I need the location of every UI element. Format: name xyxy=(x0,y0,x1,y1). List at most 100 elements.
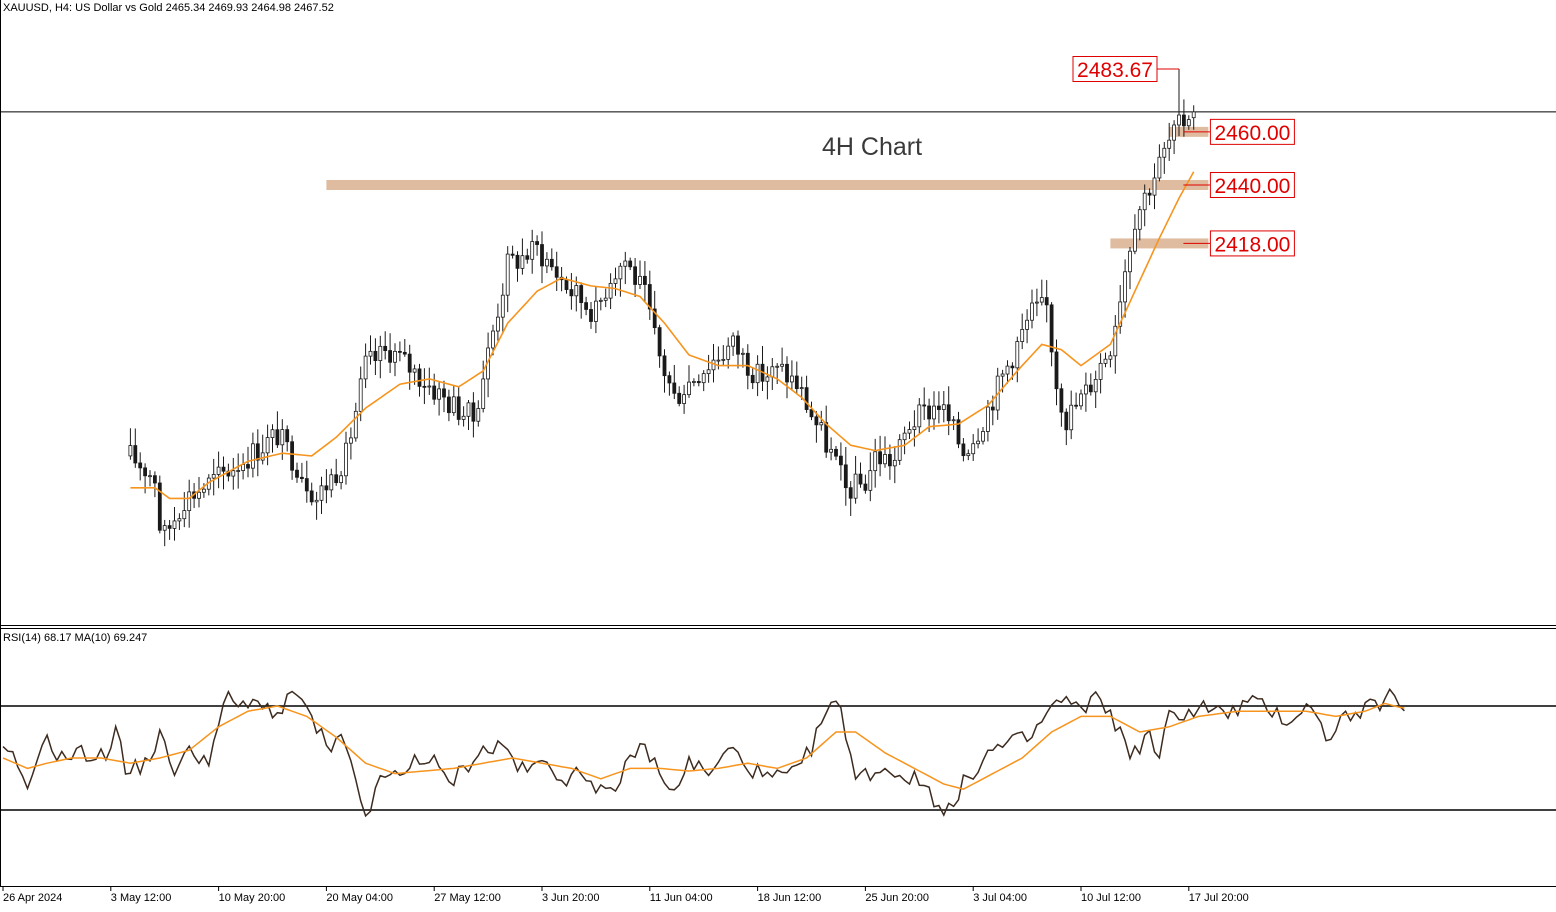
price-label-box xyxy=(1209,230,1295,257)
candle-body xyxy=(608,283,613,299)
candle-body xyxy=(726,345,731,360)
candle-body xyxy=(221,466,226,472)
candle-body xyxy=(638,275,642,285)
candle-body xyxy=(260,452,265,461)
time-axis-label: 20 May 04:00 xyxy=(326,892,393,904)
candle-body xyxy=(598,299,603,302)
candle-body xyxy=(148,475,152,478)
candle-body xyxy=(657,327,662,357)
candle-body xyxy=(1162,147,1167,158)
candle-body xyxy=(692,381,696,383)
candle-body xyxy=(941,404,946,410)
candle-body xyxy=(721,358,726,361)
time-axis-label: 26 Apr 2024 xyxy=(3,892,62,904)
candle-body xyxy=(824,422,829,453)
candle-body xyxy=(339,475,344,484)
candle-body xyxy=(407,353,412,373)
candle-body xyxy=(981,431,985,442)
candle-body xyxy=(280,429,285,446)
candle-body xyxy=(456,396,461,420)
candle-body xyxy=(1079,393,1083,407)
candle-body xyxy=(912,426,917,430)
candle-body xyxy=(1010,365,1015,369)
rsi-ma-line xyxy=(2,702,1405,791)
candle-body xyxy=(736,335,740,355)
candle-body xyxy=(765,376,770,382)
candle-body xyxy=(481,378,486,409)
candle-body xyxy=(858,473,863,485)
candle-body xyxy=(1005,365,1010,375)
candle-body xyxy=(775,365,780,368)
candle-body xyxy=(579,285,584,304)
candle-body xyxy=(1118,301,1123,327)
candle-body xyxy=(495,316,500,332)
candle-body xyxy=(236,470,241,472)
time-axis-label: 3 Jun 20:00 xyxy=(542,892,600,904)
candle-body xyxy=(1157,156,1162,179)
candle-body xyxy=(853,473,858,499)
candle-body xyxy=(966,453,971,457)
rsi-level-lines xyxy=(0,705,1556,811)
candle-body xyxy=(309,490,314,503)
candle-body xyxy=(167,525,172,529)
candle-body xyxy=(231,470,236,477)
candle-body xyxy=(143,467,148,477)
price-label-box xyxy=(1209,171,1295,198)
candle-body xyxy=(1123,271,1127,303)
candle-body xyxy=(696,381,701,384)
price-label-text: 2483.67 xyxy=(1077,59,1153,82)
candle-body xyxy=(1088,384,1093,393)
candle-body xyxy=(530,241,535,260)
candle-body xyxy=(701,373,706,384)
candle-body xyxy=(1142,192,1147,211)
time-axis: 26 Apr 2024 3 May 12:00 10 May 20:00 20 May… xyxy=(2,886,1249,904)
candle-body xyxy=(932,405,936,420)
candle-body xyxy=(334,474,339,484)
candle-body xyxy=(986,406,990,432)
candle-body xyxy=(177,518,182,522)
candle-body xyxy=(1015,341,1020,369)
candle-body xyxy=(794,375,799,390)
candle-body xyxy=(295,469,299,478)
candle-body xyxy=(618,265,623,280)
candle-body xyxy=(839,455,843,466)
candle-body xyxy=(250,443,255,469)
candle-body xyxy=(299,476,304,479)
candle-body xyxy=(397,350,402,353)
candle-body xyxy=(888,454,892,467)
candle-body xyxy=(682,394,686,404)
candle-body xyxy=(505,253,510,296)
candle-body xyxy=(755,363,760,384)
candle-body xyxy=(1035,301,1039,304)
candle-body xyxy=(706,369,711,375)
candle-body xyxy=(344,442,348,477)
rsi-line xyxy=(2,687,1405,818)
time-axis-label: 17 Jul 20:00 xyxy=(1189,892,1249,904)
candle-body xyxy=(907,429,912,434)
candle-body xyxy=(1044,297,1049,306)
time-axis-label: 10 Jul 12:00 xyxy=(1081,892,1141,904)
candle-body xyxy=(197,491,201,499)
candle-body xyxy=(314,499,319,503)
candle-body xyxy=(961,443,966,457)
candle-body xyxy=(1069,404,1074,431)
candle-body xyxy=(633,266,637,285)
candle-body xyxy=(780,363,784,367)
candle-body xyxy=(569,289,574,297)
candle-body xyxy=(152,475,157,484)
candle-body xyxy=(990,406,995,411)
candle-body xyxy=(804,387,809,410)
candle-body xyxy=(677,392,682,404)
candle-body xyxy=(437,388,442,400)
candle-body xyxy=(373,350,378,362)
candle-body xyxy=(368,350,373,357)
candle-body xyxy=(1128,250,1132,273)
candle-body xyxy=(353,410,358,439)
candle-body xyxy=(589,309,593,322)
candle-body xyxy=(809,409,814,418)
candle-body xyxy=(393,350,397,363)
candle-body xyxy=(417,368,422,387)
candle-body xyxy=(388,350,393,363)
time-axis-label: 25 Jun 20:00 xyxy=(865,892,929,904)
